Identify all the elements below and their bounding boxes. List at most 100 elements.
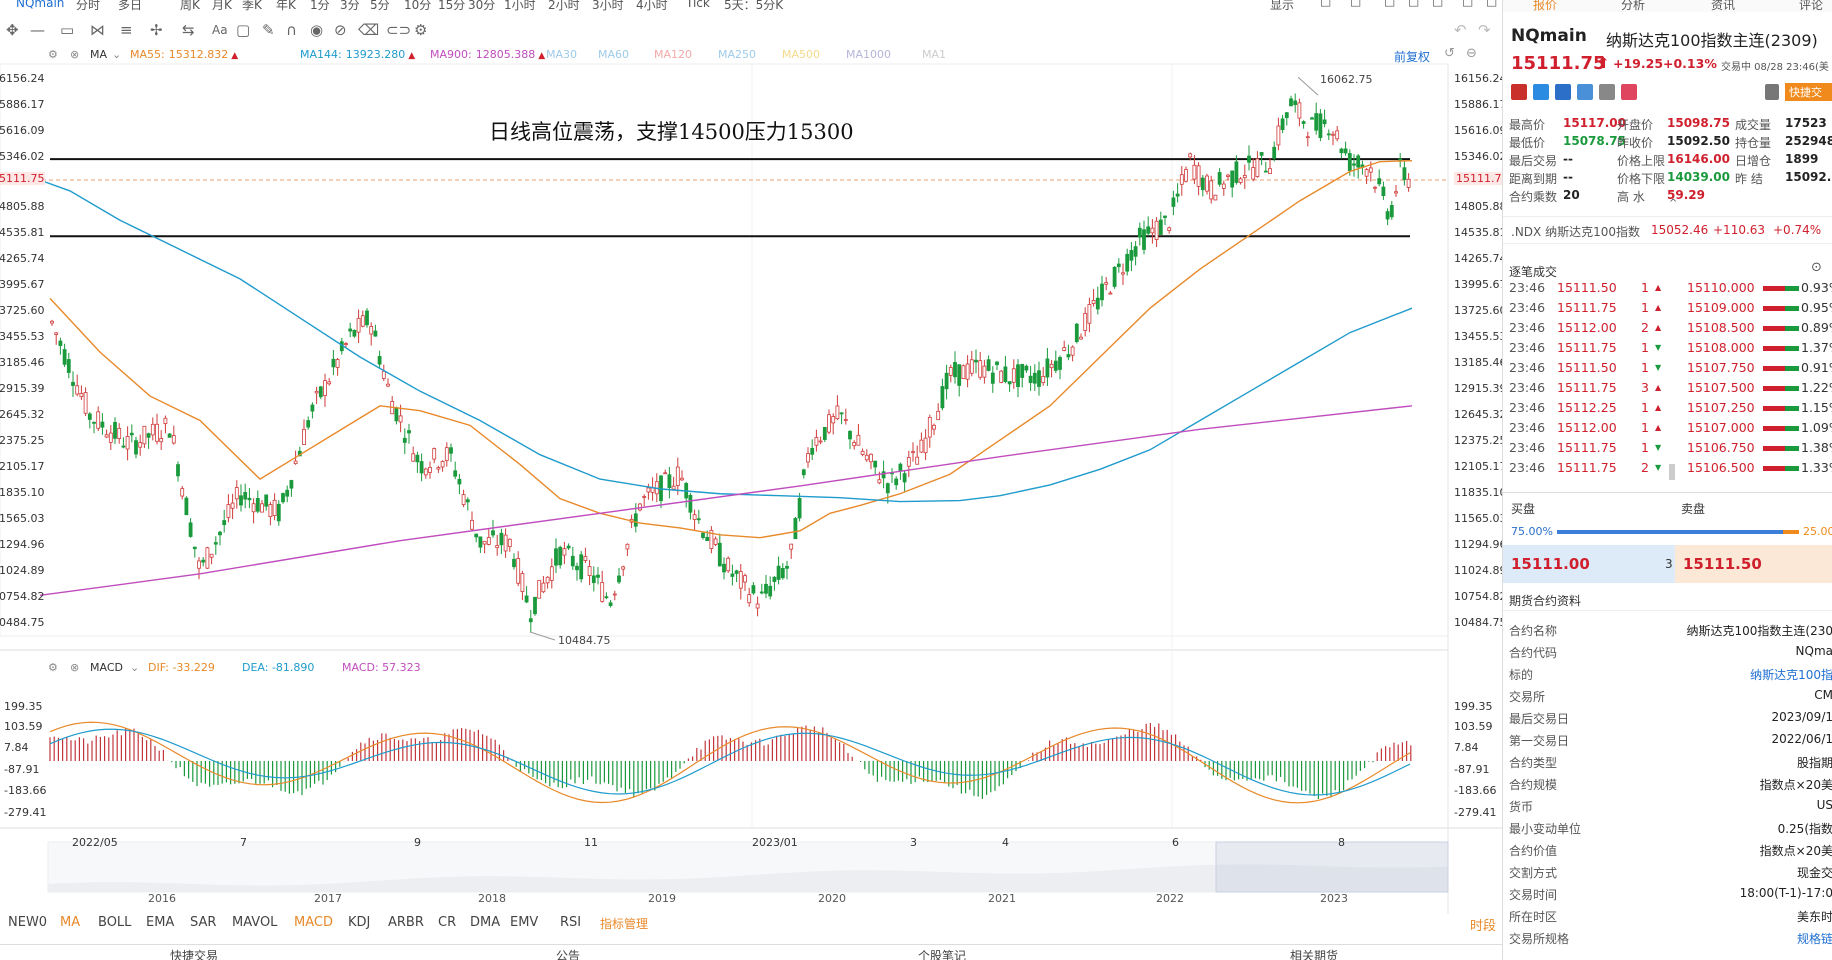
panel-tab[interactable]: 资讯 [1711,0,1736,12]
bottom-tab[interactable]: 相关期货 [1290,949,1339,960]
ma-legend-item[interactable]: MA1 [922,48,946,61]
magnet-icon[interactable]: ∩ [286,21,297,39]
indicator-tab[interactable]: MACD [294,915,333,930]
orderbook-row[interactable]: 15108.500 0.89% [1683,320,1832,340]
crosshair-icon[interactable]: ✥ [6,21,19,39]
indicator-tab[interactable]: DMA [470,915,501,930]
chevron-up-icon[interactable]: ^ [1669,198,1678,209]
redo-icon[interactable]: ↷ [1478,21,1491,39]
minimize-icon[interactable]: ⊖ [1466,46,1477,61]
indicator-tab[interactable]: EMV [510,915,539,930]
period-tab[interactable]: 周K [180,0,200,12]
time-range-button[interactable]: 时段 [1470,919,1497,934]
period-tab[interactable]: 2小时 [548,0,580,12]
ndx-row[interactable]: .NDX 纳斯达克100指数 15052.46 +110.63 +0.74% [1503,216,1832,244]
ma-legend-item[interactable]: MA250 [718,48,756,61]
text-tool-icon[interactable]: Aa [212,23,228,37]
period-tab[interactable]: 1分 [310,0,330,12]
ma-legend-item[interactable]: MA120 [654,48,692,61]
tick-row[interactable]: 23:46 15111.75 1 ▲ [1509,300,1683,320]
tick-row[interactable]: 23:46 15112.25 1 ▲ [1509,400,1683,420]
ma-legend-item[interactable]: MA30 [546,48,577,61]
cross-tool-icon[interactable]: ✢ [150,21,163,39]
document-icon[interactable] [1599,84,1615,100]
orderbook-row[interactable]: 15106.500 1.33% [1683,460,1832,480]
indicator-tab[interactable]: KDJ [348,915,371,930]
chart-annotation[interactable]: 日线高位震荡，支撑14500压力15300 [489,120,854,144]
toolbar-icon[interactable]: □ [1320,0,1332,8]
tick-row[interactable]: 23:46 15111.50 1 ▲ [1509,280,1683,300]
period-tab[interactable]: 季K [242,0,262,12]
indicator-tab[interactable]: CR [438,915,457,930]
ma-legend-item[interactable]: MA60 [598,48,629,61]
adjust-button[interactable]: 前复权 [1394,50,1431,64]
orderbook-row[interactable]: 15107.750 0.91% [1683,360,1832,380]
period-tab[interactable]: 10分 [404,0,432,12]
indicator-tab[interactable]: MAVOL [232,915,278,930]
indicator-tab[interactable]: ARBR [388,915,424,930]
close-icon[interactable]: ⊗ [70,661,80,674]
price-axis[interactable]: 16156.24 15886.17 15616.09 15346.02 15111.75… [1448,44,1511,914]
period-tab[interactable]: 30分 [468,0,496,12]
tag-icon[interactable] [1577,84,1593,100]
close-icon[interactable]: ⊗ [70,48,80,61]
scrollbar-thumb[interactable] [1669,464,1675,480]
order-book[interactable]: 15110.000 0.93% 15109.000 0.95% 15108.500 0.8… [1503,280,1832,490]
settings-icon[interactable]: ⚙ [48,661,58,674]
indicator-tab[interactable]: EMA [146,915,175,930]
ma-legend-item[interactable]: MA1000 [846,48,891,61]
tick-row[interactable]: 23:46 15112.00 2 ▲ [1509,320,1683,340]
pen-tool-icon[interactable]: ✎ [262,21,275,39]
panel-tab[interactable]: 评论 [1799,0,1824,12]
info-value[interactable]: 纳斯达克100指 [1750,668,1832,682]
period-tab[interactable]: 3分 [340,0,360,12]
orderbook-row[interactable]: 15110.000 0.93% [1683,280,1832,300]
toolbar-icon[interactable]: □ [1408,0,1420,8]
period-tab[interactable]: 分时 [76,0,101,12]
heart-icon[interactable] [1621,84,1637,100]
bottom-tab[interactable]: 快捷交易 [170,949,219,960]
fib-tool-icon[interactable]: ⋈ [90,21,105,39]
period-tab[interactable]: Tick [686,0,710,10]
period-tab[interactable]: 多日 [118,0,143,12]
chevron-down-icon[interactable]: ⌄ [112,48,122,61]
tick-row[interactable]: 23:46 15111.75 2 ▼ [1509,460,1683,480]
period-tab[interactable]: 4小时 [636,0,668,12]
ma-legend-item[interactable]: MA500 [782,48,820,61]
ask-box[interactable]: 15111.50 [1675,545,1832,583]
eye-icon[interactable]: ◉ [310,21,324,39]
period-tab[interactable]: 1小时 [504,0,536,12]
rect-tool-icon[interactable]: ▭ [60,21,75,39]
bottom-tab[interactable]: 个股笔记 [918,949,967,960]
line-tool-icon[interactable]: — [30,21,45,39]
tick-row[interactable]: 23:46 15111.75 1 ▼ [1509,340,1683,360]
tick-row[interactable]: 23:46 15111.50 1 ▼ [1509,360,1683,380]
comment-tool-icon[interactable]: ▢ [236,21,251,39]
indicator-tab[interactable]: 指标管理 [600,917,649,931]
delete-icon[interactable]: ⌫ [358,21,380,39]
period-tab[interactable]: 5分 [370,0,390,12]
toolbar-icon[interactable]: □ [1432,0,1444,8]
tick-row[interactable]: 23:46 15111.75 3 ▲ [1509,380,1683,400]
channel-tool-icon[interactable]: ≡ [120,21,133,39]
lightning-icon[interactable] [1533,84,1549,100]
indicator-tab[interactable]: BOLL [98,915,132,930]
orderbook-row[interactable]: 15108.000 1.37% [1683,340,1832,360]
display-menu[interactable]: 显示 [1270,0,1295,12]
quick-trade-button[interactable]: 快捷交 [1785,83,1832,101]
period-tab[interactable]: 月K [212,0,232,12]
indicator-tab[interactable]: MA [60,915,81,930]
orderbook-row[interactable]: 15107.500 1.22% [1683,380,1832,400]
indicator-tab[interactable]: SAR [190,915,217,930]
ma-legend-item[interactable]: MA144: 13923.280 ▲ [300,48,415,61]
period-tab[interactable]: 3小时 [592,0,624,12]
settings-icon[interactable]: ⚙ [48,48,58,61]
panel-tab[interactable]: 报价 [1533,0,1558,12]
reset-icon[interactable]: ↺ [1444,46,1455,61]
ma-legend-item[interactable]: MA55: 15312.832 ▲ [130,48,238,61]
lock-icon[interactable]: ⊘ [334,21,347,39]
chevron-down-icon[interactable]: ⌄ [130,661,140,674]
toolbar-icon[interactable]: □ [1486,0,1498,8]
bell-icon[interactable] [1765,84,1779,100]
indicator-tab[interactable]: NEW0 [8,915,48,930]
